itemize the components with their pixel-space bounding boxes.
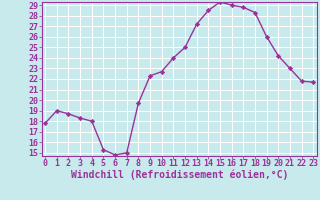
X-axis label: Windchill (Refroidissement éolien,°C): Windchill (Refroidissement éolien,°C) — [70, 170, 288, 180]
